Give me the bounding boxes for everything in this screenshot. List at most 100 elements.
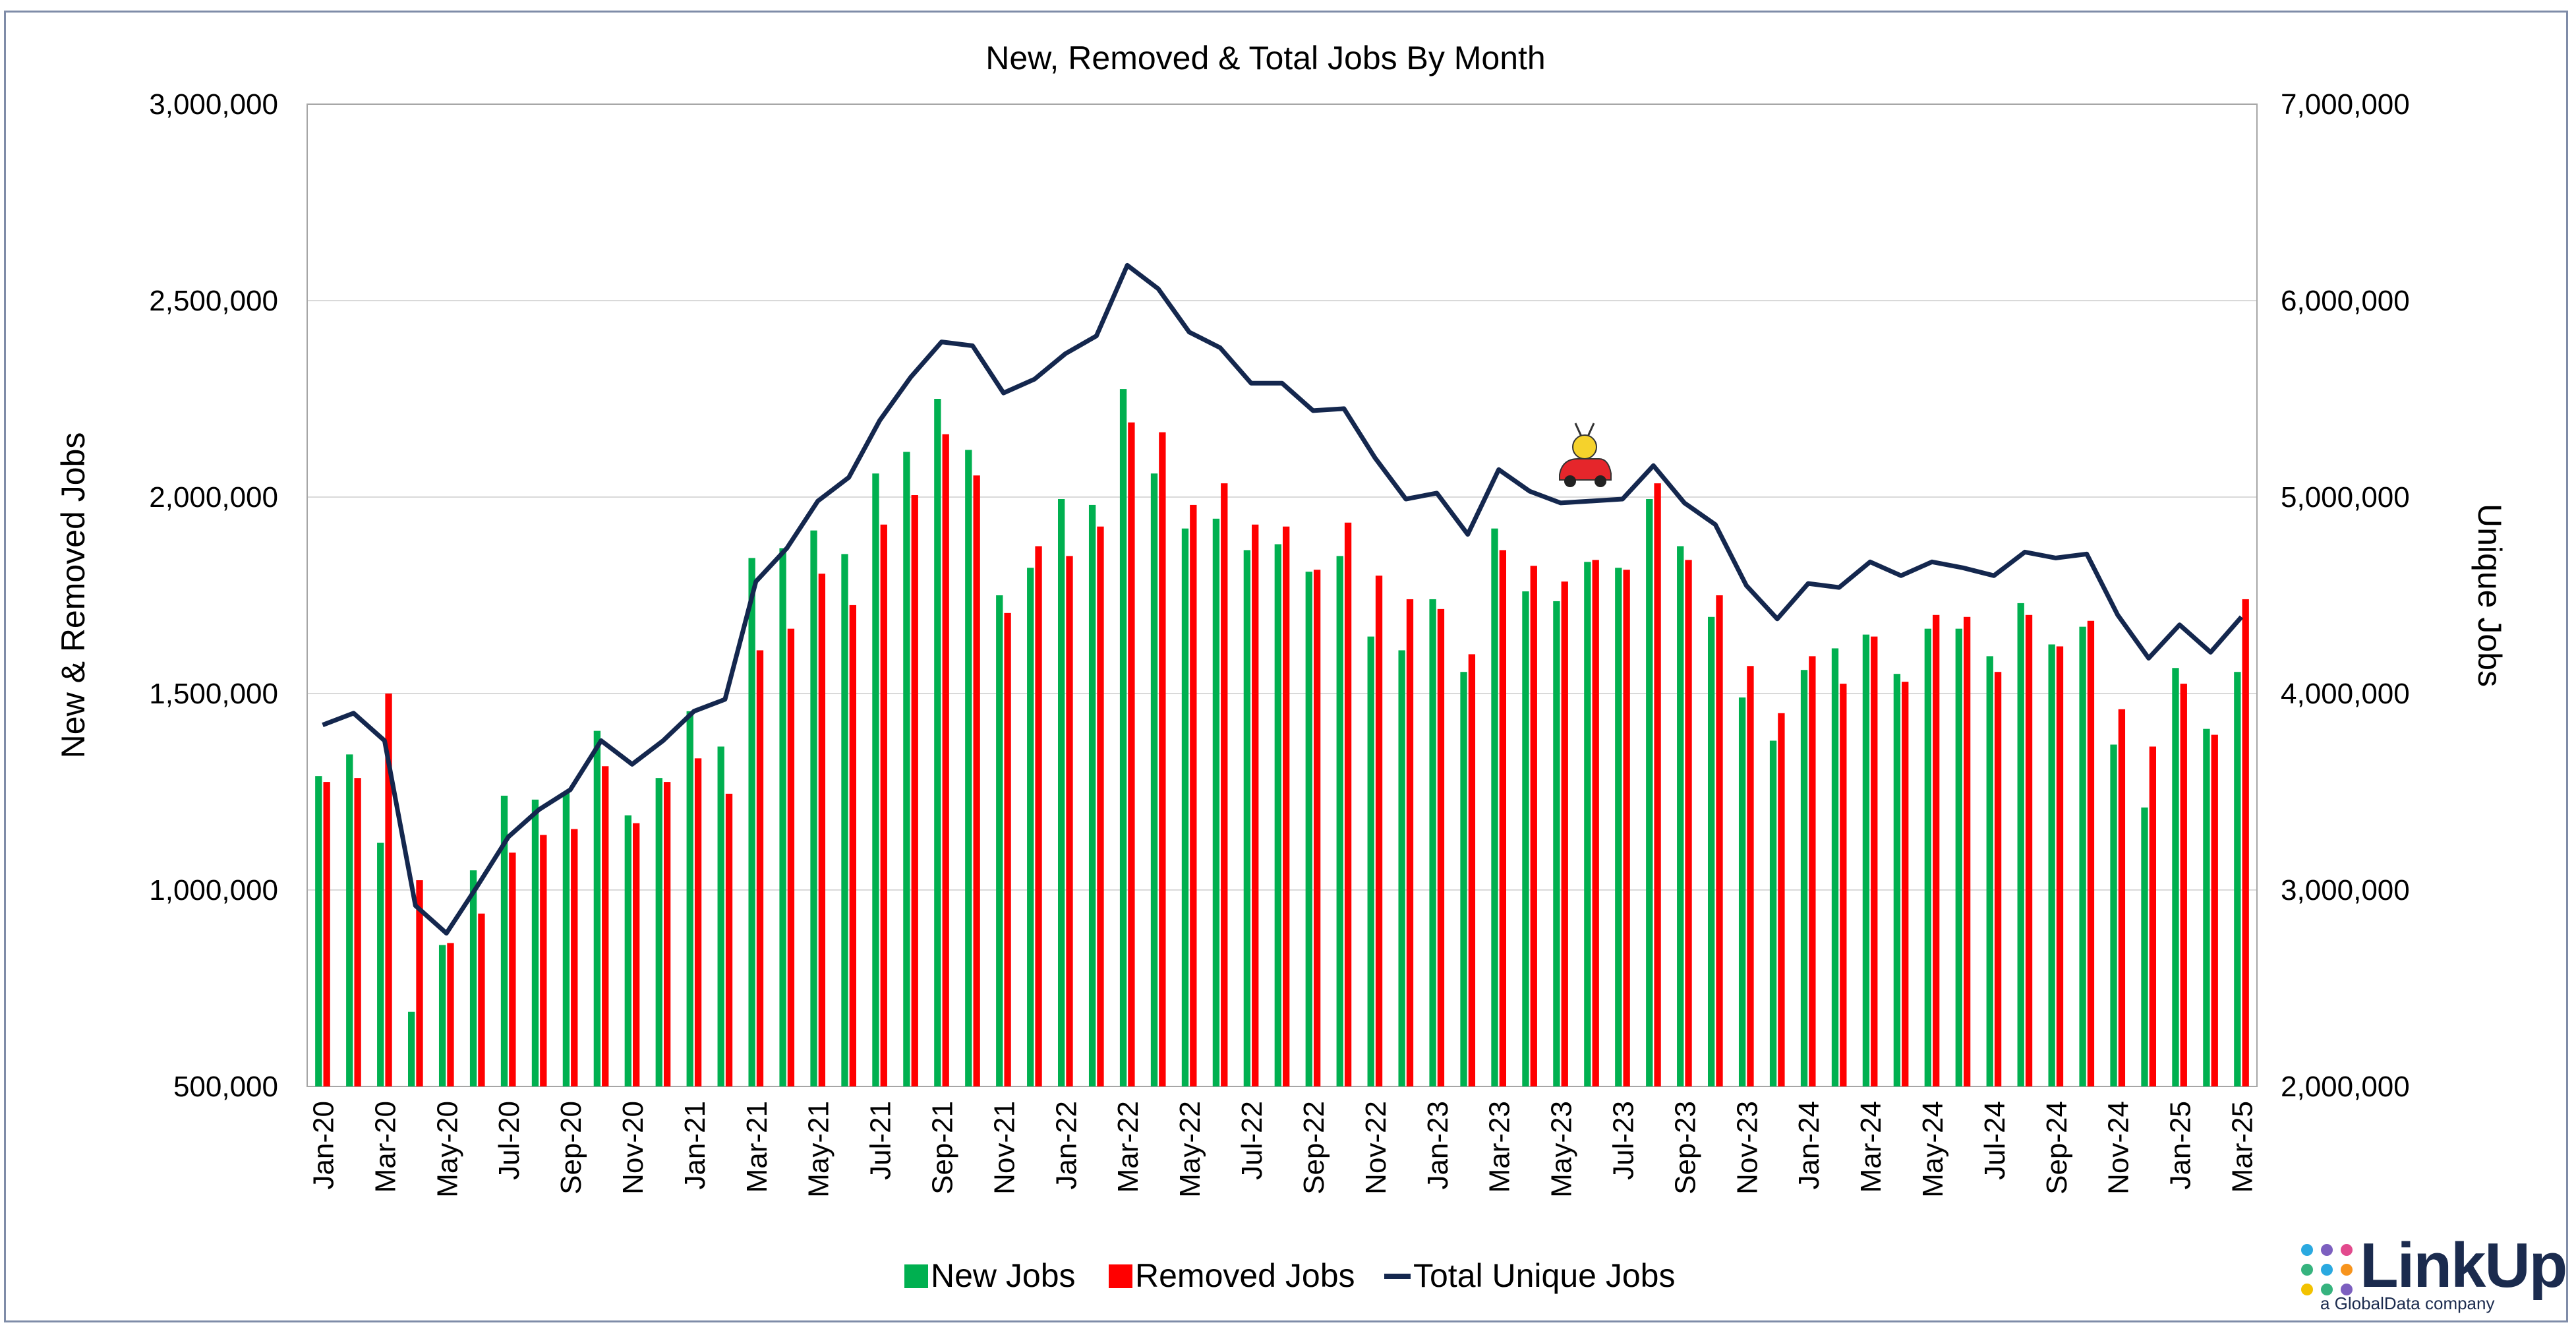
bar-removed-jobs xyxy=(849,605,856,1086)
right-tick-label: 7,000,000 xyxy=(2281,88,2410,121)
bar-new-jobs xyxy=(1150,473,1158,1086)
bar-new-jobs xyxy=(996,595,1003,1086)
left-tick-label: 500,000 xyxy=(173,1071,278,1103)
bar-removed-jobs xyxy=(1468,654,1476,1086)
x-tick-label: Jul-20 xyxy=(493,1101,525,1180)
bar-removed-jobs xyxy=(973,475,980,1086)
x-tick-label: Nov-20 xyxy=(617,1101,649,1195)
logo-subtitle: a GlobalData company xyxy=(2320,1293,2495,1313)
bar-removed-jobs xyxy=(1097,526,1104,1086)
bar-new-jobs xyxy=(748,558,755,1086)
bar-new-jobs xyxy=(1058,498,1065,1086)
legend-label-total-unique-jobs: Total Unique Jobs xyxy=(1413,1257,1675,1294)
x-tick-label: Mar-22 xyxy=(1112,1101,1144,1193)
bar-removed-jobs xyxy=(663,782,671,1086)
bar-removed-jobs xyxy=(787,628,795,1086)
x-tick-label: May-24 xyxy=(1917,1101,1949,1198)
x-tick-label: Jul-21 xyxy=(865,1101,897,1180)
bar-new-jobs xyxy=(500,795,508,1086)
bar-removed-jobs xyxy=(1592,560,1599,1086)
bars xyxy=(315,389,2249,1086)
bar-removed-jobs xyxy=(1685,560,1692,1086)
bar-new-jobs xyxy=(2110,744,2117,1086)
x-tick-label: Jan-25 xyxy=(2165,1101,2197,1190)
bar-new-jobs xyxy=(2141,807,2148,1086)
bar-removed-jobs xyxy=(1561,581,1568,1086)
bar-new-jobs xyxy=(841,554,848,1086)
bar-new-jobs xyxy=(686,711,693,1086)
bar-new-jobs xyxy=(779,548,786,1086)
bar-new-jobs xyxy=(1088,504,1096,1086)
chart-title: New, Removed & Total Jobs By Month xyxy=(985,40,1546,76)
x-tick-label: May-21 xyxy=(803,1101,835,1198)
total-unique-jobs-line xyxy=(322,262,2244,936)
bar-new-jobs xyxy=(1955,628,1962,1086)
left-tick-label: 2,000,000 xyxy=(149,481,278,514)
bar-new-jobs xyxy=(1584,562,1591,1086)
bar-new-jobs xyxy=(1119,389,1127,1086)
bar-removed-jobs xyxy=(1499,550,1506,1086)
x-tick-label: Mar-20 xyxy=(369,1101,401,1193)
bar-new-jobs xyxy=(1398,650,1405,1086)
bar-removed-jobs xyxy=(1344,522,1352,1086)
bar-removed-jobs xyxy=(1190,504,1197,1086)
right-tick-label: 4,000,000 xyxy=(2281,678,2410,710)
bar-new-jobs xyxy=(593,730,601,1086)
bar-removed-jobs xyxy=(2149,746,2156,1086)
bar-removed-jobs xyxy=(1128,422,1135,1086)
bar-new-jobs xyxy=(1893,674,1901,1086)
bar-new-jobs xyxy=(1800,670,1808,1086)
bar-removed-jobs xyxy=(1035,546,1042,1086)
bar-removed-jobs xyxy=(571,829,578,1086)
bar-removed-jobs xyxy=(2180,684,2187,1086)
bar-removed-jobs xyxy=(1406,599,1414,1086)
bar-removed-jobs xyxy=(2025,614,2033,1086)
bar-new-jobs xyxy=(655,778,662,1086)
left-axis-ticks: 500,000 1,000,000 1,500,000 2,000,000 2,500,… xyxy=(149,88,278,1103)
bar-removed-jobs xyxy=(1933,614,1940,1086)
bar-new-jobs xyxy=(1646,498,1653,1086)
bar-new-jobs xyxy=(562,792,570,1086)
bar-new-jobs xyxy=(531,799,539,1086)
left-tick-label: 1,000,000 xyxy=(149,874,278,906)
bar-new-jobs xyxy=(1336,556,1343,1086)
x-tick-label: Sep-22 xyxy=(1298,1101,1330,1195)
bar-removed-jobs xyxy=(385,694,392,1086)
bar-removed-jobs xyxy=(1963,616,1971,1086)
bar-new-jobs xyxy=(717,746,724,1086)
right-tick-label: 6,000,000 xyxy=(2281,285,2410,317)
left-tick-label: 2,500,000 xyxy=(149,285,278,317)
right-axis-ticks: 2,000,000 3,000,000 4,000,000 5,000,000 6,00… xyxy=(2281,88,2410,1103)
legend: New Jobs Removed Jobs Total Unique Jobs xyxy=(904,1257,1675,1294)
bar-new-jobs xyxy=(2172,668,2179,1086)
red-car-mascot-icon xyxy=(1559,423,1612,487)
bar-new-jobs xyxy=(1274,544,1281,1086)
bar-new-jobs xyxy=(315,776,322,1086)
x-tick-label: Jan-24 xyxy=(1793,1101,1825,1190)
left-tick-label: 3,000,000 xyxy=(149,88,278,121)
bar-new-jobs xyxy=(438,945,446,1086)
bar-new-jobs xyxy=(1615,568,1622,1086)
bar-new-jobs xyxy=(1862,634,1870,1086)
right-axis-title: Unique Jobs xyxy=(2471,504,2508,687)
right-tick-label: 3,000,000 xyxy=(2281,874,2410,906)
legend-label-new-jobs: New Jobs xyxy=(931,1257,1076,1294)
bar-new-jobs xyxy=(1522,591,1529,1086)
bar-removed-jobs xyxy=(1871,636,1878,1086)
bar-removed-jobs xyxy=(509,852,516,1086)
x-tick-label: Nov-22 xyxy=(1360,1101,1392,1195)
bar-removed-jobs xyxy=(694,758,702,1086)
bar-removed-jobs xyxy=(2087,620,2095,1086)
bar-new-jobs xyxy=(1769,740,1777,1086)
bar-new-jobs xyxy=(934,399,941,1086)
x-tick-label: Jul-23 xyxy=(1608,1101,1640,1180)
bar-removed-jobs xyxy=(1159,432,1166,1086)
bar-new-jobs xyxy=(2079,626,2086,1086)
x-tick-label: May-23 xyxy=(1546,1101,1578,1198)
bar-new-jobs xyxy=(1460,672,1467,1086)
left-tick-label: 1,500,000 xyxy=(149,678,278,710)
bar-removed-jobs xyxy=(540,835,547,1086)
bar-removed-jobs xyxy=(416,880,423,1086)
x-tick-label: Jan-21 xyxy=(679,1101,711,1190)
bar-removed-jobs xyxy=(1252,524,1259,1086)
